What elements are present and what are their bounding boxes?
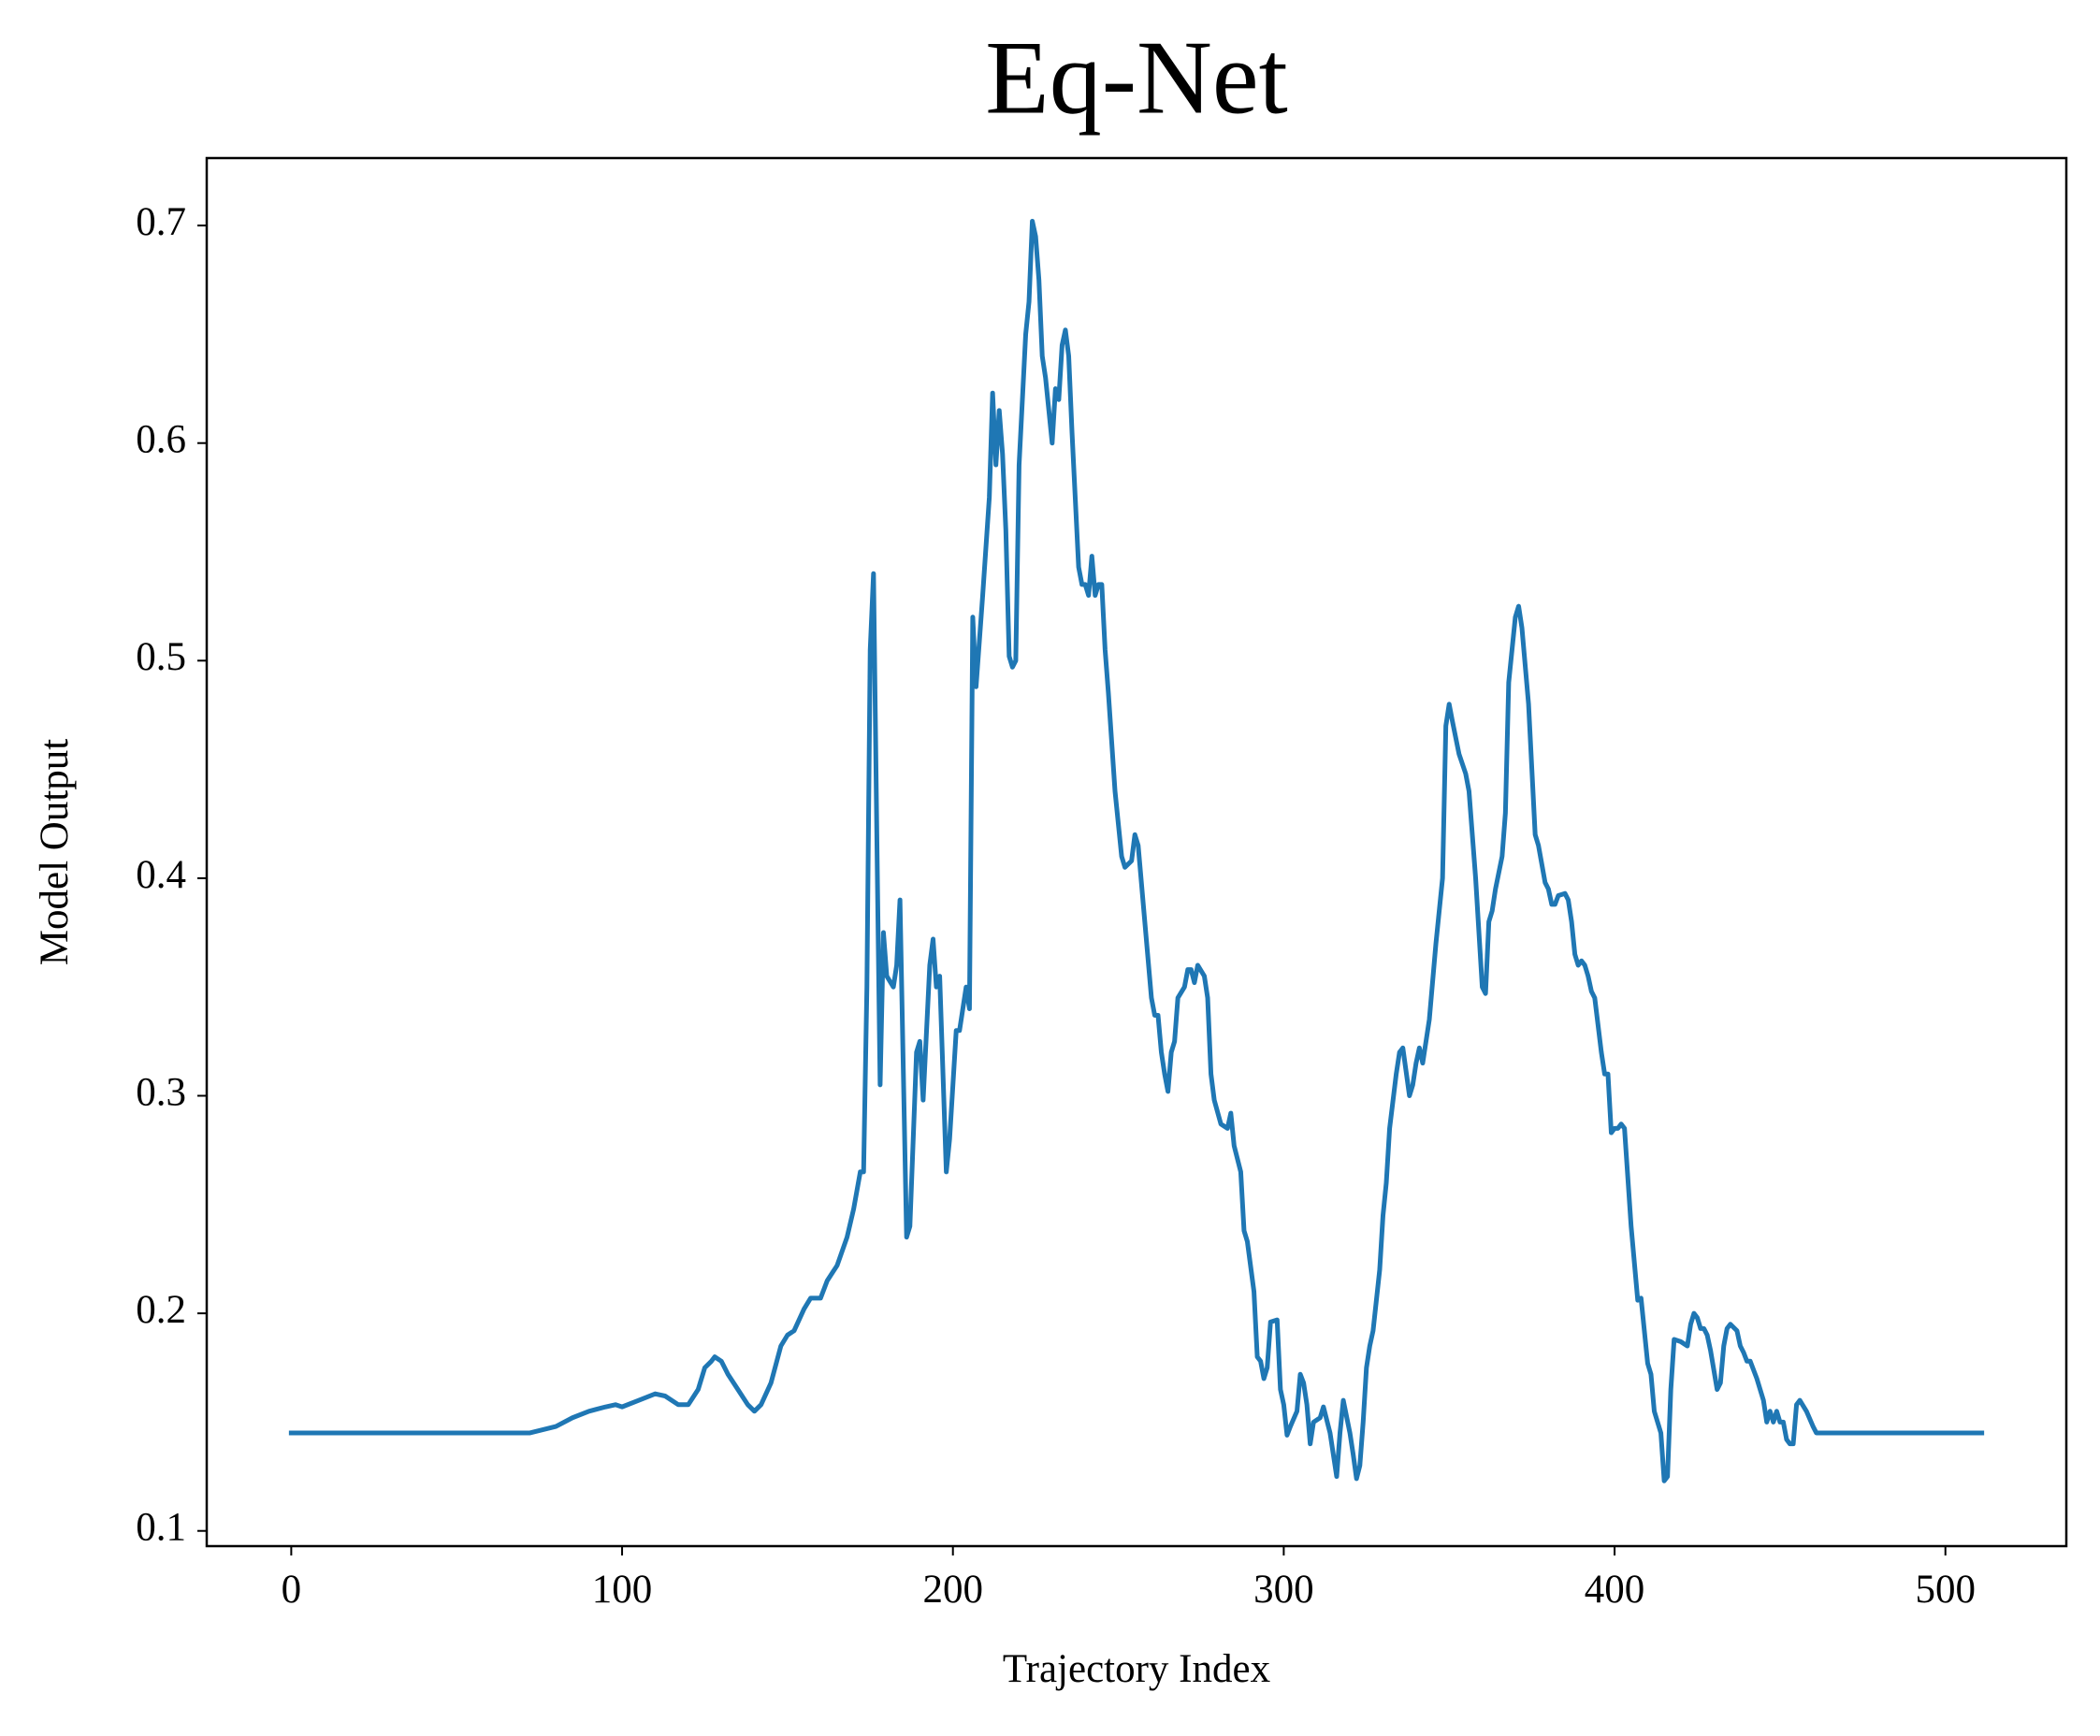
plot-frame — [205, 156, 2068, 1548]
y-tick-label: 0.5 — [136, 635, 186, 679]
x-tick-label: 500 — [1915, 1568, 1976, 1612]
y-axis-label: Model Output — [33, 739, 77, 966]
y-tick-label: 0.3 — [136, 1070, 186, 1114]
x-tick-label: 400 — [1585, 1568, 1645, 1612]
y-tick-label: 0.7 — [136, 200, 186, 244]
data-line — [288, 218, 1985, 1483]
y-tick-label: 0.6 — [136, 418, 186, 462]
x-axis-label: Trajectory Index — [1003, 1647, 1270, 1691]
x-tick-label: 200 — [922, 1568, 983, 1612]
x-tick-label: 0 — [282, 1568, 302, 1612]
y-tick-label: 0.4 — [136, 853, 186, 897]
x-tick-label: 300 — [1253, 1568, 1314, 1612]
chart-title: Eq-Net — [985, 21, 1287, 137]
y-tick-label: 0.2 — [136, 1288, 186, 1332]
x-tick-label: 100 — [592, 1568, 653, 1612]
y-tick-label: 0.1 — [136, 1506, 186, 1550]
